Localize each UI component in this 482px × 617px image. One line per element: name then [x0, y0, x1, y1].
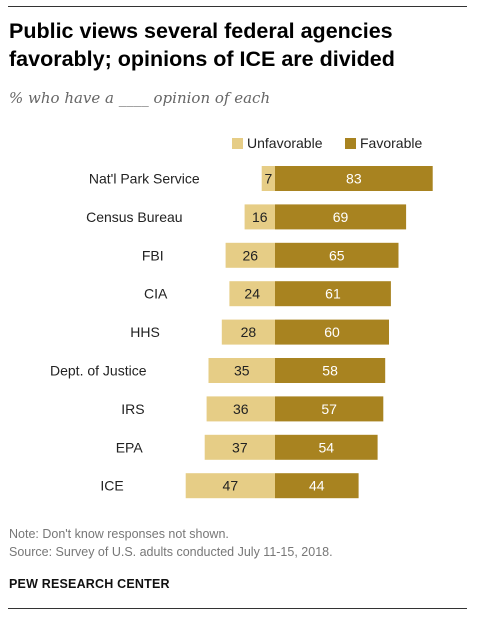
category-label-cia: CIA: [144, 286, 168, 302]
category-label-fbi: FBI: [142, 247, 164, 263]
bar-favorable-epa: [275, 434, 378, 460]
bar-favorable-dept-of-justice: [275, 358, 386, 383]
bar-favorable-census-bureau: [275, 204, 407, 230]
value-label-unfavorable-cia: 24: [244, 286, 260, 302]
value-label-unfavorable-hhs: 28: [241, 324, 257, 340]
category-label-dept-of-justice: Dept. of Justice: [50, 363, 147, 379]
bar-unfavorable-census-bureau: [244, 204, 275, 230]
bar-favorable-nat-l-park-service: [275, 166, 433, 191]
bar-unfavorable-nat-l-park-service: [261, 166, 275, 191]
bar-favorable-ice: [275, 473, 359, 499]
value-label-unfavorable-nat-l-park-service: 7: [264, 171, 272, 187]
legend-label-unfavorable: Unfavorable: [247, 135, 323, 151]
legend-swatch-unfavorable: [232, 138, 243, 149]
bottom-rule: [8, 608, 467, 609]
value-label-favorable-census-bureau: 69: [333, 209, 349, 225]
category-label-epa: EPA: [116, 439, 144, 455]
bar-unfavorable-irs: [206, 396, 275, 422]
bar-favorable-fbi: [275, 242, 399, 268]
bar-unfavorable-cia: [229, 281, 275, 307]
value-label-favorable-irs: 57: [321, 401, 337, 417]
value-label-unfavorable-irs: 36: [233, 401, 249, 417]
category-label-irs: IRS: [121, 401, 144, 417]
bar-unfavorable-fbi: [225, 242, 275, 268]
chart-title: Public views several federal agencies fa…: [9, 17, 474, 73]
value-label-unfavorable-epa: 37: [232, 439, 248, 455]
top-rule: [8, 6, 467, 7]
legend-item-favorable: Favorable: [345, 135, 422, 151]
value-label-favorable-nat-l-park-service: 83: [346, 171, 362, 187]
bar-unfavorable-hhs: [221, 319, 275, 345]
value-label-favorable-ice: 44: [309, 478, 325, 494]
bar-favorable-irs: [275, 396, 384, 422]
value-label-favorable-fbi: 65: [329, 247, 345, 263]
value-label-favorable-epa: 54: [319, 439, 335, 455]
category-label-nat-l-park-service: Nat'l Park Service: [89, 171, 200, 187]
value-label-favorable-cia: 61: [325, 286, 341, 302]
footer-note: Note: Don't know responses not shown.: [9, 527, 229, 541]
value-label-unfavorable-census-bureau: 16: [252, 209, 268, 225]
chart-title-line-1: Public views several federal agencies: [9, 19, 393, 43]
bar-unfavorable-ice: [185, 473, 275, 499]
value-label-unfavorable-fbi: 26: [243, 247, 259, 263]
value-label-unfavorable-ice: 47: [223, 478, 239, 494]
category-label-census-bureau: Census Bureau: [86, 209, 183, 225]
category-label-ice: ICE: [100, 478, 123, 494]
value-label-unfavorable-dept-of-justice: 35: [234, 363, 250, 379]
legend-label-favorable: Favorable: [360, 135, 423, 151]
bar-favorable-hhs: [275, 319, 389, 345]
legend-swatch-favorable: [345, 138, 356, 149]
category-label-hhs: HHS: [130, 324, 160, 340]
chart-subtitle: % who have a ____ opinion of each: [9, 89, 271, 107]
bar-favorable-cia: [275, 281, 391, 307]
value-label-favorable-hhs: 60: [324, 324, 340, 340]
bar-unfavorable-dept-of-justice: [208, 358, 275, 383]
legend-item-unfavorable: Unfavorable: [232, 135, 323, 151]
value-label-favorable-dept-of-justice: 58: [322, 363, 338, 379]
bar-unfavorable-epa: [204, 434, 275, 460]
chart-title-line-2: favorably; opinions of ICE are divided: [9, 47, 395, 71]
footer-source: Source: Survey of U.S. adults conducted …: [9, 545, 333, 559]
brand-name: PEW RESEARCH CENTER: [9, 577, 170, 591]
